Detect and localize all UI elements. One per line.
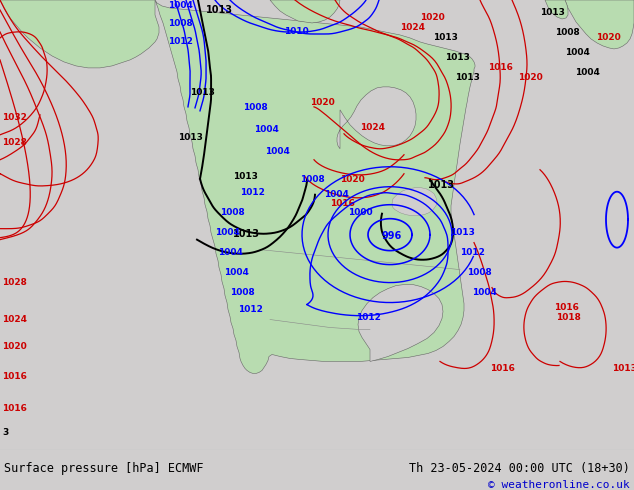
Text: 1012: 1012 (238, 305, 263, 314)
Text: 1013: 1013 (540, 8, 565, 17)
Text: 1004: 1004 (218, 247, 243, 257)
Text: 1008: 1008 (168, 19, 193, 28)
Text: 1004: 1004 (224, 268, 249, 276)
Polygon shape (358, 285, 443, 362)
Text: 1012: 1012 (240, 188, 265, 196)
Text: 1013: 1013 (455, 73, 480, 82)
Text: 1008: 1008 (243, 103, 268, 112)
Text: 1004: 1004 (565, 48, 590, 57)
Text: 1024: 1024 (360, 123, 385, 132)
Polygon shape (270, 0, 340, 23)
Text: 1013: 1013 (178, 133, 203, 142)
Text: 1024: 1024 (2, 315, 27, 323)
Text: 1016: 1016 (2, 372, 27, 381)
Text: 1013: 1013 (445, 53, 470, 62)
Text: 1016: 1016 (554, 302, 579, 312)
Text: 1016: 1016 (330, 198, 355, 208)
Text: 1012: 1012 (460, 247, 485, 257)
Polygon shape (155, 0, 475, 373)
Polygon shape (565, 0, 634, 49)
Polygon shape (337, 87, 416, 149)
Polygon shape (0, 0, 159, 68)
Polygon shape (545, 0, 568, 19)
Text: 1016: 1016 (2, 404, 27, 414)
Polygon shape (392, 188, 437, 216)
Text: 3: 3 (2, 428, 8, 438)
Text: 1008: 1008 (230, 288, 255, 296)
Text: 1020: 1020 (310, 98, 335, 107)
Text: 1020: 1020 (518, 73, 543, 82)
Text: 1004: 1004 (472, 288, 497, 296)
Text: 1028: 1028 (2, 138, 27, 147)
Text: 1013: 1013 (206, 5, 233, 15)
Text: 1032: 1032 (2, 113, 27, 122)
Text: Surface pressure [hPa] ECMWF: Surface pressure [hPa] ECMWF (4, 462, 204, 474)
Text: 1020: 1020 (2, 343, 27, 351)
Text: 1024: 1024 (400, 23, 425, 32)
Text: 1013: 1013 (233, 172, 258, 181)
Text: 1020: 1020 (420, 13, 444, 22)
Text: 996: 996 (382, 231, 402, 241)
Text: 1004: 1004 (168, 1, 193, 10)
Text: 1010: 1010 (284, 27, 309, 36)
Text: 1013: 1013 (190, 88, 215, 97)
Text: 1008: 1008 (220, 208, 245, 217)
Text: 1028: 1028 (2, 277, 27, 287)
Text: 1012: 1012 (356, 313, 381, 321)
Text: 1013: 1013 (428, 180, 455, 190)
Text: 1000: 1000 (348, 208, 373, 217)
Text: 1004: 1004 (324, 190, 349, 199)
Text: Th 23-05-2024 00:00 UTC (18+30): Th 23-05-2024 00:00 UTC (18+30) (409, 462, 630, 474)
Text: 1004: 1004 (254, 125, 279, 134)
Text: 1008: 1008 (300, 175, 325, 184)
Text: 1004: 1004 (215, 228, 240, 237)
Text: 1004: 1004 (575, 68, 600, 77)
Text: 1004: 1004 (265, 147, 290, 156)
Text: 1018: 1018 (556, 313, 581, 321)
Text: 1013: 1013 (612, 365, 634, 373)
Text: 1016: 1016 (488, 63, 513, 72)
Text: 1008: 1008 (467, 268, 492, 276)
Text: 1013: 1013 (433, 33, 458, 42)
Text: 1020: 1020 (596, 33, 621, 42)
Text: 1013: 1013 (450, 228, 475, 237)
Text: 1016: 1016 (490, 365, 515, 373)
Text: © weatheronline.co.uk: © weatheronline.co.uk (488, 480, 630, 490)
Text: 1012: 1012 (168, 37, 193, 46)
Text: 1008: 1008 (555, 28, 579, 37)
Text: 1013: 1013 (233, 229, 260, 239)
Text: 1020: 1020 (340, 175, 365, 184)
